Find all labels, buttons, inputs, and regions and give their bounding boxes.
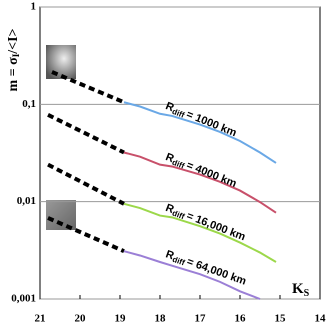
y-tick-label: 0,001	[11, 293, 36, 305]
label-symbol: R	[164, 202, 176, 216]
series-label: Rdiff= 64,000 km	[164, 248, 248, 289]
x-tick-label: 18	[155, 313, 167, 325]
series-line	[123, 250, 261, 300]
y-tick-label: 0,1	[22, 98, 36, 110]
label-symbol: R	[164, 248, 176, 262]
x-tick-label: 14	[315, 313, 327, 325]
legend-label: = 1000 km	[185, 108, 239, 139]
label-symbol: R	[164, 151, 176, 165]
label-subscript: diff	[171, 107, 186, 120]
series-label: Rdiff= 1000 km	[163, 100, 238, 140]
series-line	[123, 151, 277, 214]
label-symbol: R	[164, 100, 176, 114]
y-tick-label: 1	[31, 1, 37, 13]
plot-frame	[39, 6, 321, 300]
y-tick-label: 0,01	[17, 195, 36, 207]
label-subscript: diff	[171, 255, 186, 268]
series-line	[123, 202, 277, 263]
series-line	[123, 101, 277, 164]
x-tick-label: 21	[35, 313, 46, 325]
x-tick-label: 15	[275, 313, 287, 325]
extrapolation-line	[51, 70, 125, 105]
extrapolation-line	[47, 113, 125, 155]
y-axis-label: m = σI/<I>	[6, 28, 21, 91]
extrapolation-line	[47, 162, 125, 206]
label-subscript: diff	[171, 209, 186, 222]
series-label: Rdiff= 4000 km	[163, 151, 238, 191]
label-subscript: diff	[171, 158, 186, 171]
x-axis-label: KS	[292, 281, 310, 299]
x-tick-label: 16	[235, 313, 247, 325]
legend-label: = 4000 km	[185, 159, 239, 190]
source-image	[46, 45, 76, 79]
series-label: Rdiff= 16,000 km	[163, 202, 247, 245]
extrapolation-line	[47, 216, 125, 254]
legend-label: = 16,000 km	[185, 210, 247, 243]
x-tick-label: 19	[115, 313, 127, 325]
x-tick-label: 20	[75, 313, 87, 325]
x-tick-label: 17	[195, 313, 207, 325]
